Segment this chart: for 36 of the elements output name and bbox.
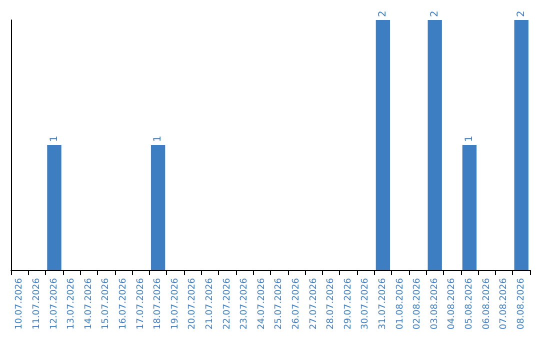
x-tick-label: 17.07.2026: [136, 278, 146, 330]
x-tick-label: 07.08.2026: [499, 278, 510, 330]
x-tick-label: 21.07.2026: [204, 278, 215, 330]
x-tick-label: 02.08.2026: [412, 278, 423, 330]
x-tick-label: 26.07.2026: [291, 278, 302, 330]
x-tick-label: 13.07.2026: [66, 278, 77, 330]
x-tick-label: 03.08.2026: [430, 278, 440, 330]
x-tick-label: 15.07.2026: [101, 278, 112, 330]
x-tick-label: 23.07.2026: [240, 278, 250, 330]
x-tick-label: 22.07.2026: [222, 278, 232, 330]
x-tick-label: 20.07.2026: [188, 278, 198, 330]
x-tick-label: 01.08.2026: [395, 278, 406, 330]
x-tick-label: 29.07.2026: [343, 278, 354, 330]
x-tick-label: 19.07.2026: [170, 278, 180, 330]
x-tick-label: 04.08.2026: [447, 278, 458, 330]
x-tick-label: 18.07.2026: [153, 278, 164, 330]
x-tick-label: 30.07.2026: [360, 278, 371, 330]
data-label: 1: [48, 136, 60, 142]
data-label: 2: [516, 10, 527, 17]
data-label: 1: [464, 136, 475, 142]
x-tick-label: 05.08.2026: [464, 278, 474, 330]
data-label: 2: [429, 10, 440, 17]
x-tick-label: 12.07.2026: [49, 278, 60, 330]
x-tick-label: 08.08.2026: [516, 278, 526, 330]
x-tick-label: 06.08.2026: [482, 278, 492, 330]
x-tick-label: 24.07.2026: [256, 278, 267, 330]
x-tick-label: 11.07.2026: [32, 278, 42, 330]
data-label: 1: [152, 136, 164, 142]
x-tick-label: 16.07.2026: [118, 278, 128, 330]
x-tick-label: 31.07.2026: [378, 278, 388, 330]
x-tick-label: 25.07.2026: [274, 278, 284, 330]
x-tick-label: 10.07.2026: [14, 278, 25, 330]
x-tick-label: 28.07.2026: [326, 278, 336, 330]
data-label: 2: [377, 10, 388, 17]
x-tick-label: 14.07.2026: [84, 278, 94, 330]
x-tick-label: 27.07.2026: [308, 278, 319, 330]
